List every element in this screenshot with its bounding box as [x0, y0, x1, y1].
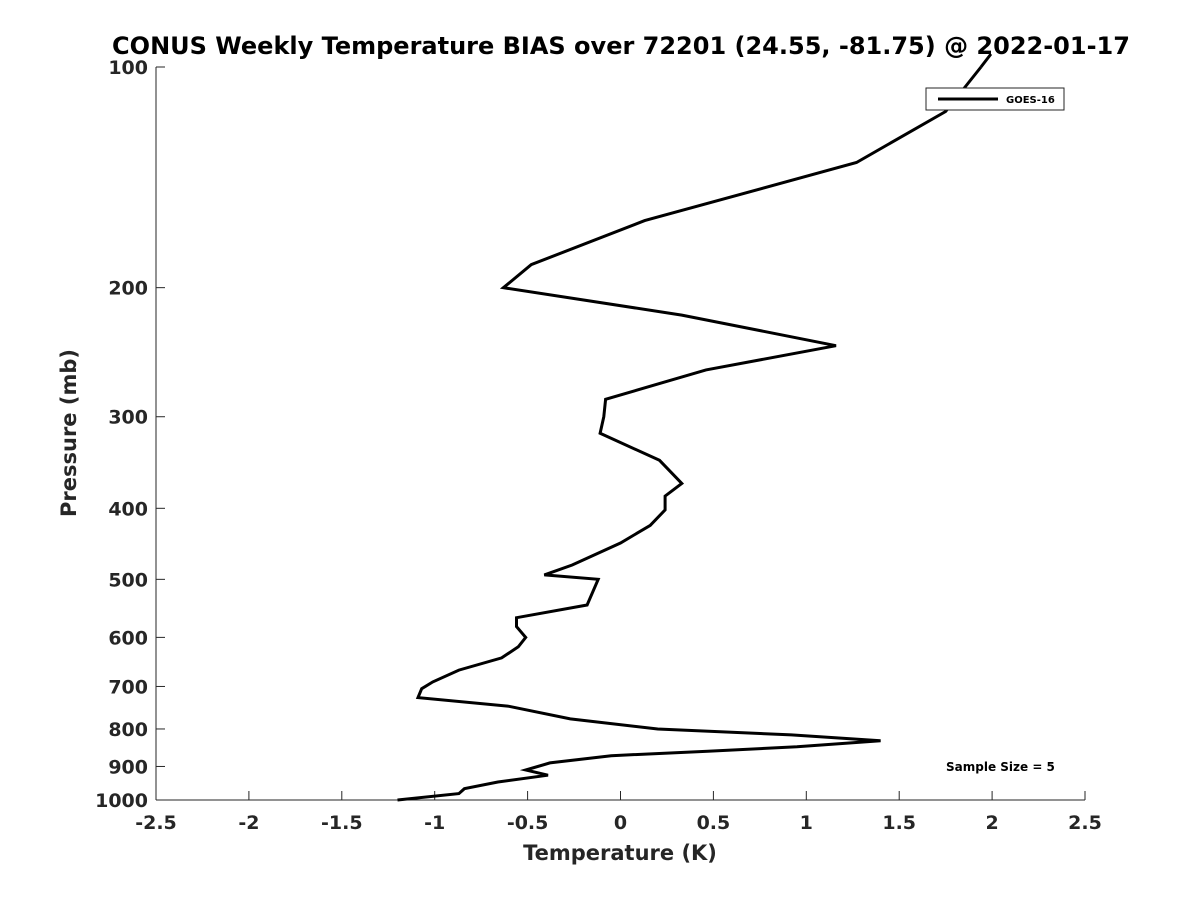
y-tick-label: 500	[108, 569, 148, 591]
x-tick-label: 2	[985, 812, 998, 834]
x-tick-label: -1	[424, 812, 445, 834]
chart-title: CONUS Weekly Temperature BIAS over 72201…	[112, 32, 1130, 60]
y-tick-label: 700	[108, 676, 148, 698]
x-tick-label: 0.5	[697, 812, 731, 834]
x-tick-label: 2.5	[1068, 812, 1102, 834]
y-tick-label: 900	[108, 756, 148, 778]
y-ticks: 100 200 300 400 500 600 700 800 900 1000	[95, 57, 165, 812]
y-tick-label: 600	[108, 627, 148, 649]
y-tick-label: 100	[108, 57, 148, 79]
y-tick-label: 1000	[95, 790, 148, 812]
sample-size-annotation: Sample Size = 5	[946, 760, 1055, 774]
x-tick-label: 1	[800, 812, 813, 834]
legend-label-goes-16: GOES-16	[1006, 95, 1055, 106]
series-line-extension	[979, 53, 993, 68]
x-tick-label: -1.5	[321, 812, 363, 834]
y-tick-label: 300	[108, 407, 148, 429]
x-tick-label: 0	[614, 812, 627, 834]
x-tick-label: -0.5	[507, 812, 549, 834]
y-tick-label: 400	[108, 498, 148, 520]
x-ticks: -2.5 -2 -1.5 -1 -0.5 0 0.5 1 1.5 2 2.5	[135, 791, 1102, 834]
x-tick-label: 1.5	[882, 812, 916, 834]
y-tick-label: 800	[108, 719, 148, 741]
series-line-goes-16	[397, 66, 983, 802]
y-axis-label: Pressure (mb)	[57, 349, 81, 517]
x-tick-label: -2.5	[135, 812, 177, 834]
legend: GOES-16	[925, 87, 1065, 111]
x-axis-label: Temperature (K)	[523, 841, 717, 865]
x-tick-label: -2	[238, 812, 259, 834]
y-tick-label: 200	[108, 278, 148, 300]
